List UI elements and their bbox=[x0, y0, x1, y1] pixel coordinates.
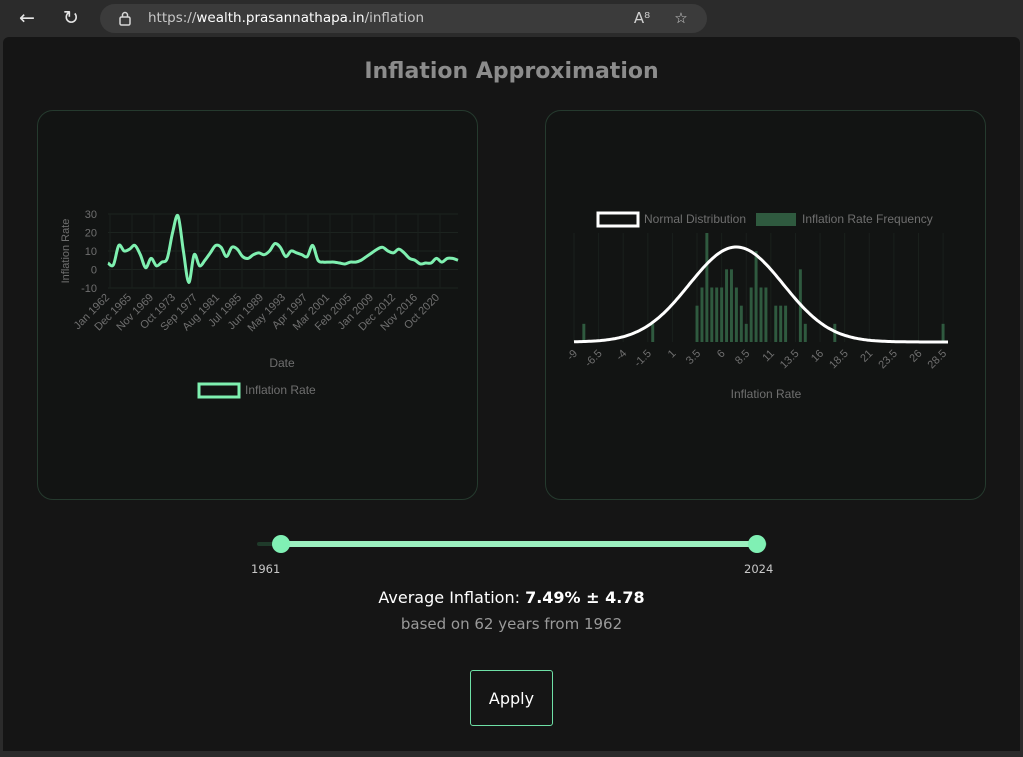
histogram-bar bbox=[759, 287, 763, 342]
back-arrow-icon[interactable]: ← bbox=[19, 7, 35, 29]
histogram-bar bbox=[744, 323, 748, 342]
legend-label-normal-distribution: Normal Distribution bbox=[644, 212, 746, 226]
histogram-bar bbox=[803, 323, 807, 342]
reload-icon[interactable]: ↻ bbox=[63, 7, 79, 29]
x-axis-title: Inflation Rate bbox=[731, 387, 802, 401]
x-tick-label: 3.5 bbox=[684, 348, 703, 367]
histogram-bar bbox=[729, 269, 733, 342]
x-tick-label: -1.5 bbox=[632, 348, 654, 370]
inflation-rate-line bbox=[107, 213, 459, 284]
y-tick-label: 30 bbox=[85, 209, 97, 221]
legend-label-inflation-rate: Inflation Rate bbox=[245, 383, 316, 397]
x-tick-label: 28.5 bbox=[926, 348, 950, 372]
y-tick-label: 20 bbox=[85, 228, 97, 240]
legend-swatch-inflation-frequency bbox=[756, 213, 796, 226]
y-axis-title: Inflation Rate bbox=[60, 219, 72, 284]
average-inflation-label: Average Inflation: bbox=[378, 588, 526, 607]
histogram-bar bbox=[734, 287, 738, 342]
y-tick-label: 0 bbox=[91, 265, 97, 277]
histogram-bar bbox=[754, 251, 758, 342]
address-bar[interactable]: https://wealth.prasannathapa.in/inflatio… bbox=[100, 4, 707, 33]
histogram-bar bbox=[774, 305, 778, 342]
histogram-bar bbox=[700, 287, 704, 342]
slider-end-handle[interactable] bbox=[748, 535, 766, 553]
x-tick-label: 23.5 bbox=[876, 348, 900, 372]
x-tick-label: 13.5 bbox=[778, 348, 802, 372]
page-content: Inflation Approximation 30 20 10 0 -10 Jan 19… bbox=[3, 37, 1020, 751]
year-range-slider[interactable] bbox=[257, 532, 767, 556]
x-tick-label: 8.5 bbox=[733, 348, 752, 367]
legend-label-inflation-frequency: Inflation Rate Frequency bbox=[802, 212, 933, 226]
normal-distribution-curve bbox=[573, 245, 948, 344]
histogram-bar bbox=[720, 287, 724, 342]
histogram-bar bbox=[651, 323, 655, 342]
histogram-bar bbox=[784, 305, 788, 342]
x-tick-label: 6 bbox=[715, 348, 728, 361]
inflation-line-chart-card: 30 20 10 0 -10 Jan 1962 Dec 1965 Nov 1969 Oct 19… bbox=[37, 110, 478, 500]
histogram-bar bbox=[941, 323, 945, 342]
slider-min-label: 1961 bbox=[251, 562, 281, 576]
window-bottom-edge bbox=[0, 751, 1023, 757]
x-tick-label: 21 bbox=[858, 348, 875, 365]
x-tick-label: -6.5 bbox=[583, 348, 605, 370]
slider-start-handle[interactable] bbox=[272, 535, 290, 553]
lock-icon bbox=[119, 11, 131, 26]
legend-swatch-normal-distribution bbox=[596, 211, 640, 228]
browser-toolbar: ← ↻ https://wealth.prasannathapa.in/infl… bbox=[0, 0, 1023, 37]
apply-button[interactable]: Apply bbox=[470, 670, 553, 726]
slider-max-label: 2024 bbox=[744, 562, 774, 576]
legend-swatch-inflation-rate bbox=[197, 382, 241, 399]
average-inflation-value: 7.49% ± 4.78 bbox=[525, 588, 645, 607]
histogram-bar bbox=[710, 287, 714, 342]
favorite-star-icon[interactable]: ☆ bbox=[674, 9, 688, 27]
inflation-distribution-chart: -9 -6.5 -4 -1.5 1 3.5 6 8.5 11 13.5 16 18.5 21 23.5 26… bbox=[565, 211, 950, 401]
histogram-bar bbox=[779, 305, 783, 342]
y-tick-label: -10 bbox=[81, 283, 97, 295]
histogram-bar bbox=[582, 323, 586, 342]
x-tick-label: 11 bbox=[760, 348, 777, 365]
years-basis-text: based on 62 years from 1962 bbox=[400, 615, 623, 633]
page-title: Inflation Approximation bbox=[364, 59, 659, 84]
x-tick-label: 1 bbox=[666, 348, 679, 361]
x-tick-label: 18.5 bbox=[827, 348, 851, 372]
x-axis-title: Date bbox=[269, 356, 295, 370]
histogram-bar bbox=[705, 233, 709, 342]
histogram-bar bbox=[715, 287, 719, 342]
histogram-bar bbox=[749, 287, 753, 342]
distribution-chart-card: -9 -6.5 -4 -1.5 1 3.5 6 8.5 11 13.5 16 18.5 21 23.5 26… bbox=[545, 110, 986, 500]
histogram-bar bbox=[695, 305, 699, 342]
read-aloud-icon[interactable]: A⁸ bbox=[633, 9, 651, 27]
average-inflation-text: Average Inflation: 7.49% ± 4.78 bbox=[3, 588, 1020, 607]
histogram-bar bbox=[764, 287, 768, 342]
histogram-bar bbox=[725, 269, 729, 342]
x-tick-label: 26 bbox=[907, 348, 924, 365]
slider-selected-range bbox=[281, 541, 757, 547]
histogram-bar bbox=[739, 305, 743, 342]
x-tick-label: -9 bbox=[565, 348, 580, 363]
url-text: https://wealth.prasannathapa.in/inflatio… bbox=[148, 10, 425, 26]
x-tick-label: 16 bbox=[809, 348, 826, 365]
y-tick-label: 10 bbox=[85, 246, 97, 258]
x-tick-label: -4 bbox=[614, 348, 629, 363]
